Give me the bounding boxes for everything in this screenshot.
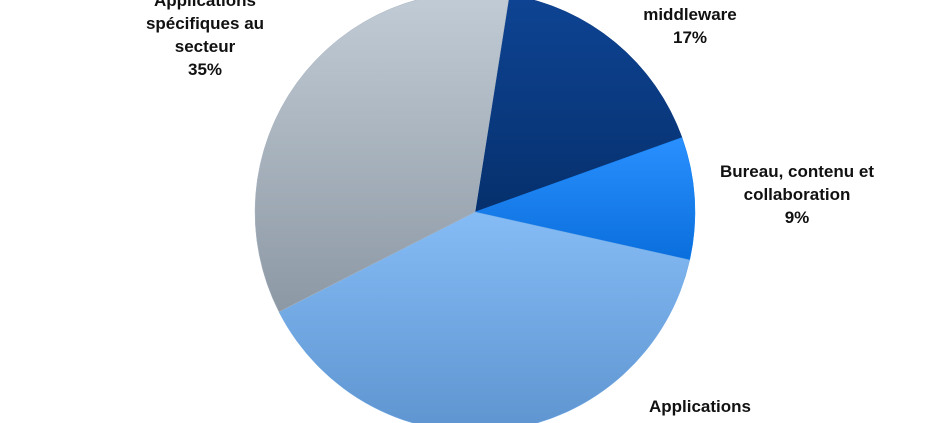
pie-slice — [474, 0, 683, 213]
value-label: 17% — [672, 28, 708, 47]
category-label: Applications spécifiques au secteur — [145, 0, 265, 56]
slice-label: Applications — [620, 395, 780, 418]
pie-slice — [254, 0, 509, 313]
category-label: Applications — [648, 397, 751, 416]
pie-slice — [474, 137, 696, 261]
value-label: 9% — [784, 208, 810, 227]
slice-label: middleware 17% — [610, 3, 770, 49]
slice-label: Bureau, contenu et collaboration 9% — [717, 160, 877, 229]
value-label: 35% — [187, 60, 223, 79]
category-label: Bureau, contenu et collaboration — [720, 162, 874, 204]
category-label: middleware — [643, 5, 737, 24]
slice-label: Applications spécifiques au secteur 35% — [125, 0, 285, 81]
pie-slice — [278, 211, 691, 423]
